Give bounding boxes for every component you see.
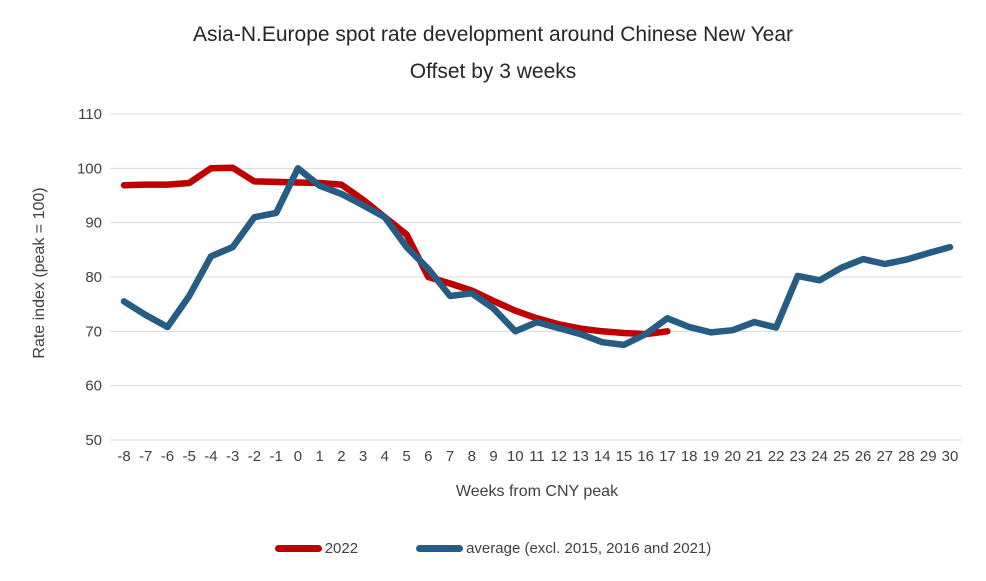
x-tick-label: 24 — [811, 448, 828, 465]
x-tick-label: 9 — [489, 448, 497, 465]
y-tick-label: 60 — [85, 378, 102, 395]
y-tick-label: 100 — [77, 160, 102, 177]
y-tick-label: 50 — [85, 432, 102, 449]
y-tick-label: 90 — [85, 215, 102, 232]
x-tick-label: 8 — [468, 448, 476, 465]
x-tick-label: 12 — [550, 448, 567, 465]
x-tick-label: 6 — [424, 448, 432, 465]
legend-item-average: average (excl. 2015, 2016 and 2021) — [416, 540, 711, 557]
chart-title: Asia-N.Europe spot rate development arou… — [0, 16, 986, 90]
x-tick-label: 14 — [594, 448, 611, 465]
x-tick-label: 27 — [876, 448, 893, 465]
x-tick-label: -2 — [248, 448, 261, 465]
x-tick-label: 21 — [746, 448, 763, 465]
legend-item-2022: 2022 — [274, 540, 359, 557]
x-tick-label: -3 — [226, 448, 239, 465]
x-tick-label: 17 — [659, 448, 676, 465]
x-tick-label: 23 — [789, 448, 806, 465]
y-tick-label: 80 — [85, 269, 102, 286]
x-axis-title: Weeks from CNY peak — [455, 483, 619, 500]
x-tick-label: 22 — [768, 448, 785, 465]
x-tick-label: 18 — [681, 448, 698, 465]
x-tick-label: 13 — [572, 448, 589, 465]
x-tick-label: -4 — [204, 448, 217, 465]
chart-title-line1: Asia-N.Europe spot rate development arou… — [192, 23, 794, 46]
x-tick-label: -5 — [183, 448, 196, 465]
legend-label-average: average (excl. 2015, 2016 and 2021) — [466, 540, 712, 557]
legend-label-2022: 2022 — [324, 540, 359, 557]
x-tick-label: 25 — [833, 448, 850, 465]
x-tick-label: 0 — [294, 448, 302, 465]
series-line-average — [120, 165, 954, 349]
y-tick-label: 110 — [78, 106, 102, 123]
x-tick-label: -1 — [269, 448, 282, 465]
x-tick-label: 15 — [616, 448, 633, 465]
x-tick-label: 3 — [359, 448, 367, 465]
x-tick-label: 16 — [637, 448, 654, 465]
x-tick-label: 7 — [446, 448, 454, 465]
x-tick-label: 2 — [337, 448, 345, 465]
x-tick-label: 28 — [898, 448, 915, 465]
legend-swatch-average — [416, 545, 464, 552]
x-tick-label: -6 — [161, 448, 174, 465]
x-tick-label: 5 — [402, 448, 410, 465]
x-tick-label: 1 — [315, 448, 323, 465]
x-tick-label: 10 — [507, 448, 524, 465]
x-tick-label: 26 — [855, 448, 872, 465]
y-tick-label: 70 — [85, 323, 102, 340]
x-tick-label: 29 — [920, 448, 937, 465]
x-tick-label: 20 — [724, 448, 741, 465]
x-tick-label: 30 — [942, 448, 959, 465]
x-tick-label: -7 — [139, 448, 152, 465]
legend-swatch-2022 — [274, 545, 322, 552]
x-tick-label: -8 — [117, 448, 130, 465]
chart-legend: 2022 average (excl. 2015, 2016 and 2021) — [0, 540, 986, 557]
series-line-2022 — [120, 164, 671, 338]
chart-title-line2: Offset by 3 weeks — [409, 60, 577, 83]
x-tick-label: 19 — [703, 448, 720, 465]
x-tick-label: 4 — [381, 448, 389, 465]
x-tick-label: 11 — [529, 448, 545, 465]
